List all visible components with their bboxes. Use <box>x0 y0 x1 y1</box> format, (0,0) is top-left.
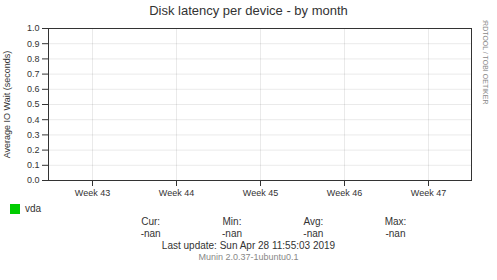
html-text:Cur:: Cur: <box>141 216 161 227</box>
html-text:Disk latency per device - by m: Disk latency per device - by month <box>149 3 348 18</box>
svg-text:0.6: 0.6 <box>27 84 40 94</box>
html-text:-nan: -nan <box>140 228 161 239</box>
html-text:Last update: Sun Apr 28 11:55:: Last update: Sun Apr 28 11:55:03 2019 <box>161 240 336 251</box>
svg-text:0.1: 0.1 <box>27 160 40 170</box>
html-text:Munin 2.0.37-1ubuntu0.1: Munin 2.0.37-1ubuntu0.1 <box>198 252 299 262</box>
html-text:-nan: -nan <box>303 228 324 239</box>
svg-text:Week 44: Week 44 <box>159 188 194 198</box>
svg-text:0.7: 0.7 <box>27 69 40 79</box>
svg-text:0.5: 0.5 <box>27 99 40 109</box>
svg-text:Week 45: Week 45 <box>243 188 278 198</box>
html-text:Max:: Max: <box>384 216 407 227</box>
svg-text:0.2: 0.2 <box>27 145 40 155</box>
svg-text:1.0: 1.0 <box>27 23 40 33</box>
svg-text:Week 43: Week 43 <box>75 188 110 198</box>
svg-text:0.4: 0.4 <box>27 115 40 125</box>
html-text:Min:: Min: <box>222 216 242 227</box>
svg-text:RRDTOOL / TOBI OETIKER: RRDTOOL / TOBI OETIKER <box>482 20 489 105</box>
svg-text:0.0: 0.0 <box>27 175 40 185</box>
svg-text:Week 46: Week 46 <box>327 188 362 198</box>
html-text:vda: vda <box>25 203 42 214</box>
svg-text:0.3: 0.3 <box>27 130 40 140</box>
svg-text:0.9: 0.9 <box>27 39 40 49</box>
svg-text:0.8: 0.8 <box>27 54 40 64</box>
svg-text:Week 47: Week 47 <box>411 188 446 198</box>
html-text:-nan: -nan <box>385 228 406 239</box>
svg-text:Average IO Wait (seconds): Average IO Wait (seconds) <box>2 51 12 159</box>
html-text:-nan: -nan <box>222 228 242 239</box>
html-text:Avg:: Avg: <box>303 216 324 227</box>
